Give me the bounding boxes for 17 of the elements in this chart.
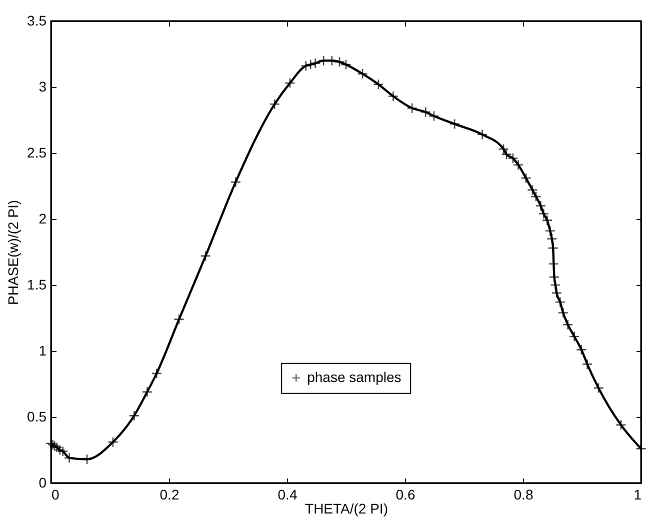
y-tick-label: 2	[38, 210, 47, 226]
y-tick-label: 3.5	[27, 12, 47, 28]
x-tick-label: 0	[52, 486, 60, 502]
y-tick-label: 3	[38, 78, 47, 94]
y-tick-label: 0.5	[27, 408, 47, 424]
x-tick-label: 1	[634, 486, 642, 502]
x-tick-label: 0.2	[160, 486, 180, 502]
y-tick-label: 2.5	[27, 144, 47, 160]
x-tick-label: 0.6	[396, 486, 416, 502]
x-axis-title: THETA/(2 PI)	[305, 500, 388, 516]
x-tick-label: 0.8	[514, 486, 534, 502]
x-tick-label: 0.4	[278, 486, 298, 502]
y-tick-label: 1.5	[27, 276, 47, 292]
y-tick-label: 1	[38, 342, 47, 358]
y-tick-label: 0	[38, 474, 47, 490]
y-axis-title: PHASE(w)/(2 PI)	[5, 200, 22, 306]
legend-label: phase samples	[307, 368, 402, 385]
